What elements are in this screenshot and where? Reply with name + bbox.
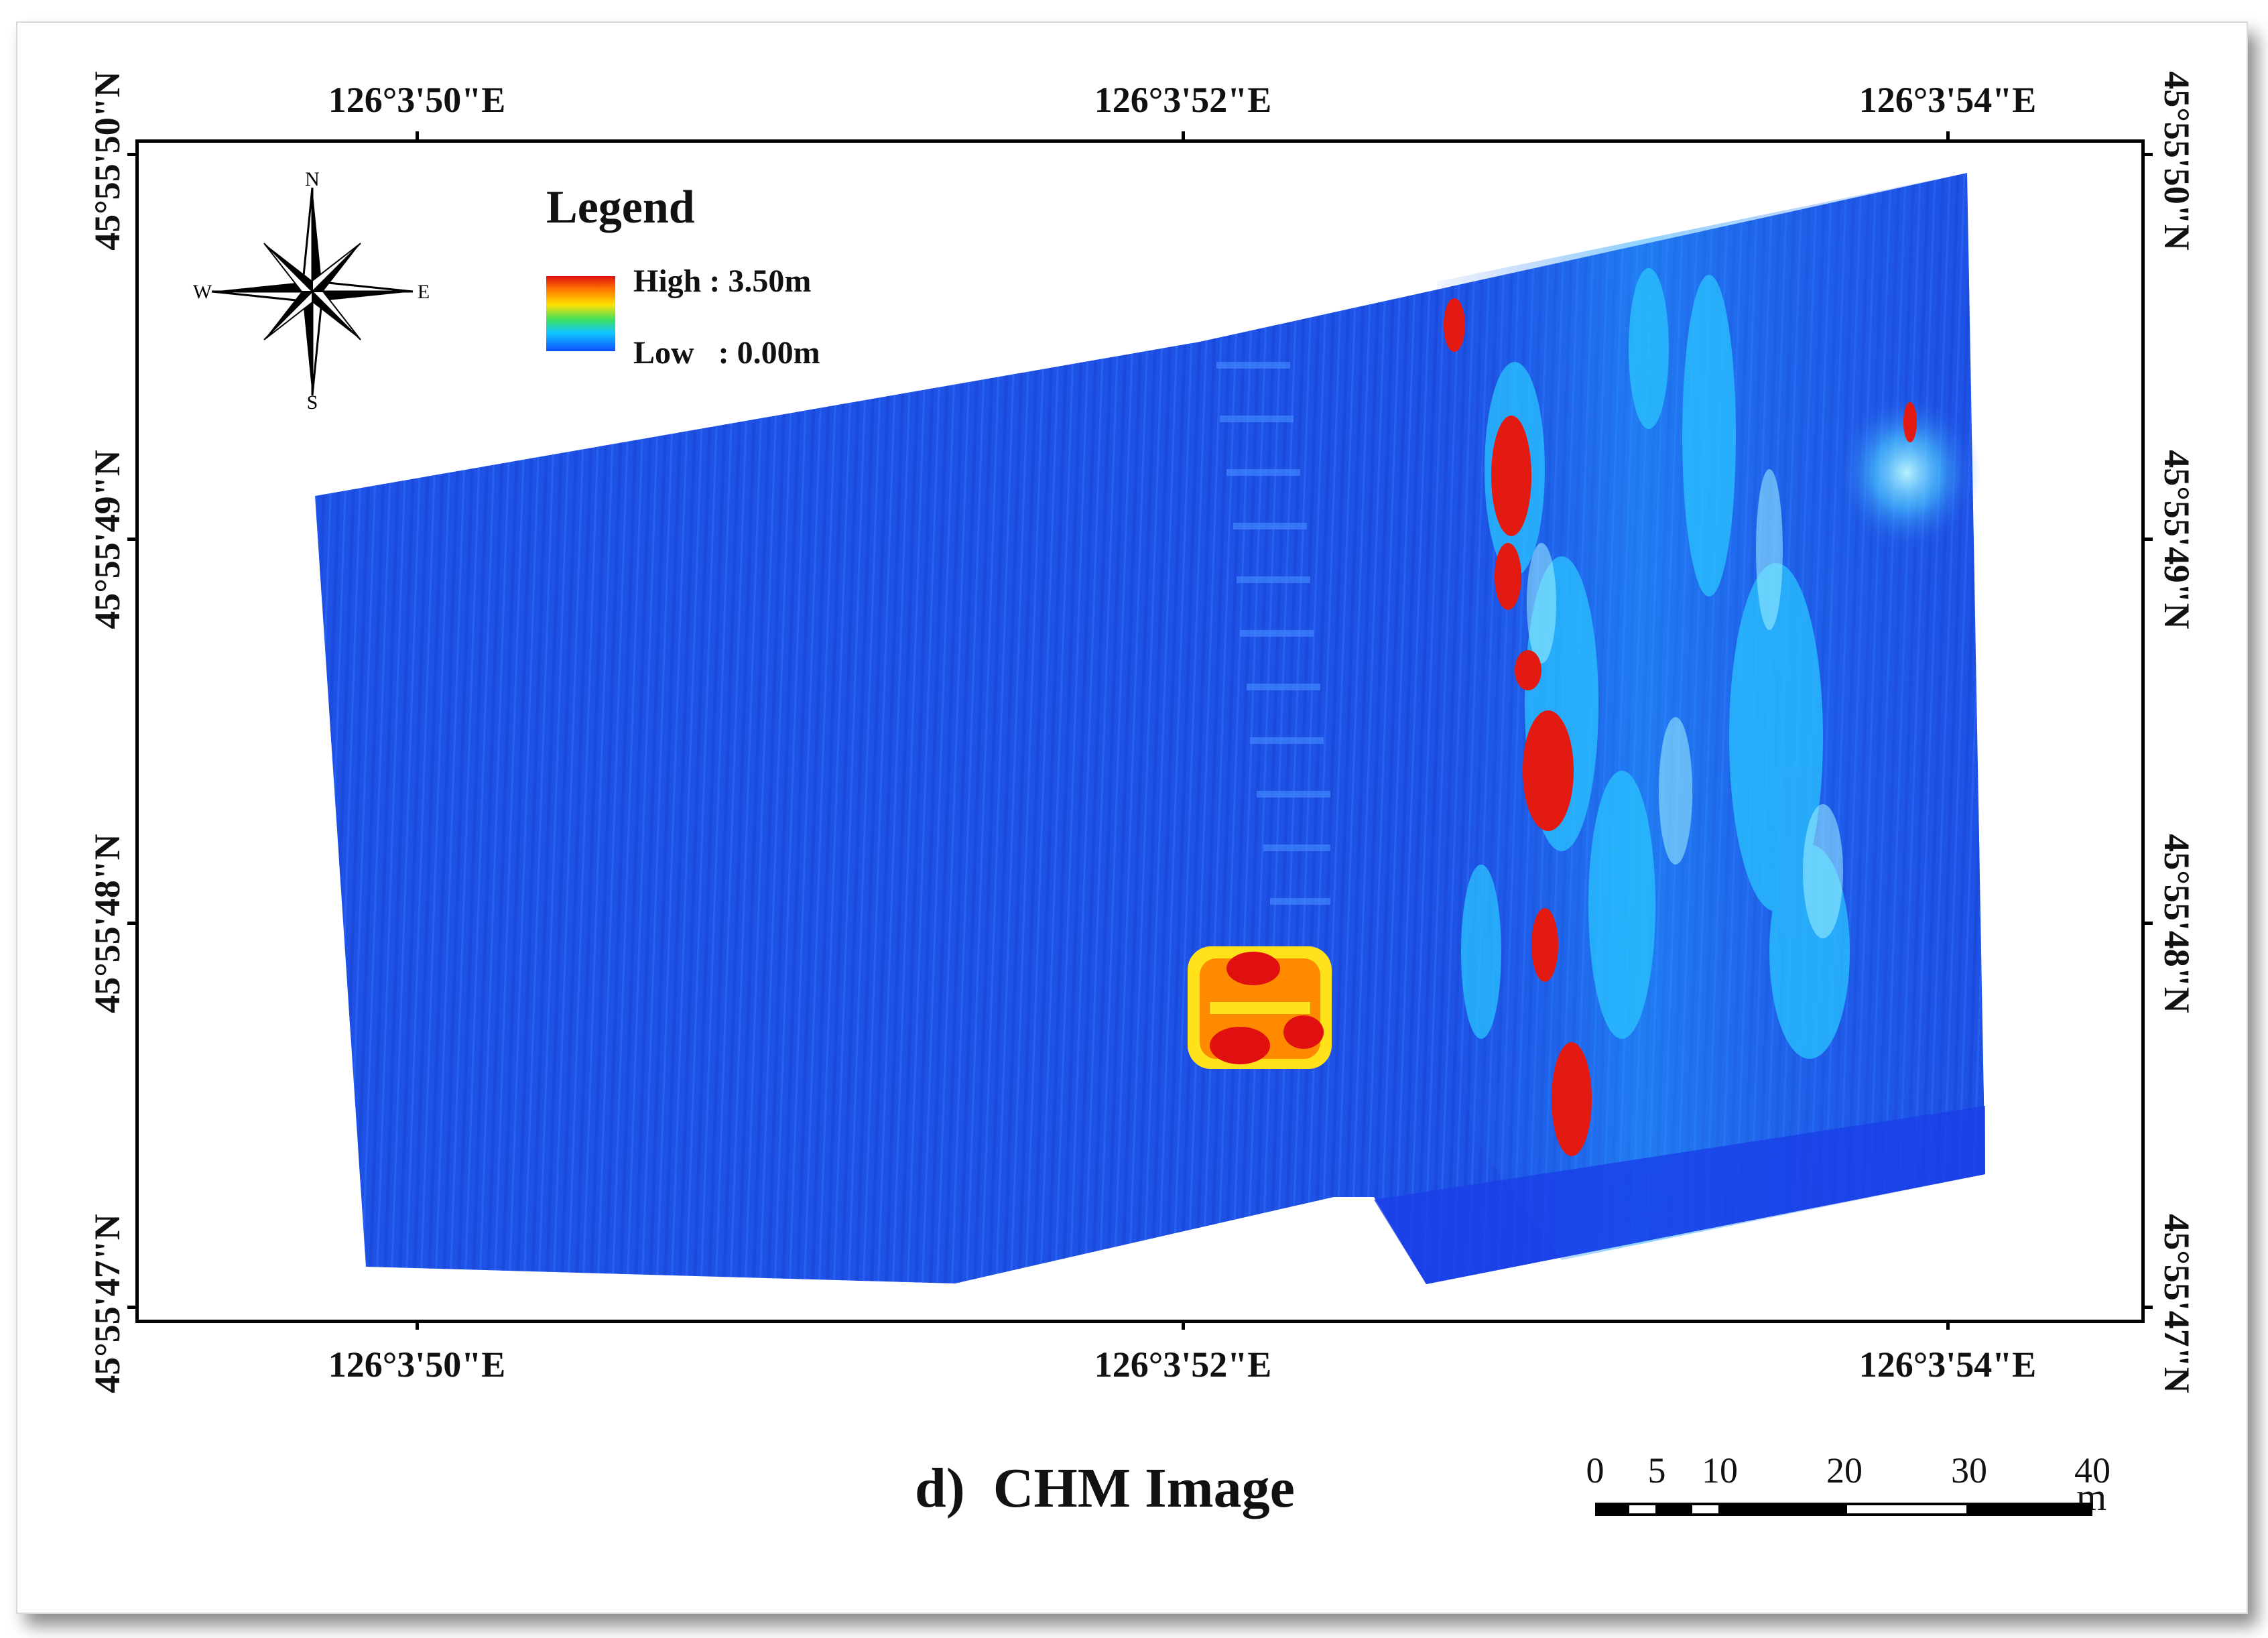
scale-segment (1595, 1503, 1627, 1516)
north-label: N (305, 171, 320, 190)
latitude-label-right: 45°55'47"N (2157, 1214, 2197, 1393)
longitude-label-top: 126°3'54"E (1858, 80, 2037, 120)
figure-title: d) CHM Image (915, 1457, 1295, 1519)
scale-segment (1720, 1503, 1844, 1516)
latitude-label-left: 45°55'50"N (87, 71, 127, 251)
latitude-label-left: 45°55'47"N (87, 1214, 127, 1393)
scale-segment (1627, 1503, 1658, 1516)
planting-marks (1216, 362, 1330, 905)
latitude-label-left: 45°55'49"N (87, 450, 127, 629)
east-label: E (418, 281, 430, 303)
scale-label: 20 (1826, 1450, 1863, 1491)
longitude-label-bottom: 126°3'50"E (328, 1344, 506, 1385)
legend-color-ramp (546, 276, 615, 351)
compass-rose-icon: N S E W (193, 171, 430, 412)
longitude-label-top: 126°3'52"E (1094, 80, 1272, 120)
scale-segment (1844, 1503, 1969, 1516)
scale-label: 30 (1951, 1450, 1987, 1491)
latitude-label-left: 45°55'48"N (87, 834, 127, 1013)
longitude-label-bottom: 126°3'54"E (1858, 1344, 2037, 1385)
latitude-label-right: 45°55'50"N (2157, 71, 2197, 251)
longitude-label-top: 126°3'50"E (328, 80, 506, 120)
scale-label: 0 (1586, 1450, 1604, 1491)
latitude-label-right: 45°55'49"N (2157, 450, 2197, 629)
map-frame (135, 139, 2145, 1323)
legend-title: Legend (546, 182, 695, 233)
south-label: S (307, 391, 318, 412)
west-label: W (193, 281, 212, 303)
scale-segment (1658, 1503, 1690, 1516)
canopy-patch (1188, 946, 1332, 1069)
scale-segment (1690, 1503, 1721, 1516)
scale-label: 10 (1702, 1450, 1738, 1491)
longitude-label-bottom: 126°3'52"E (1094, 1344, 1272, 1385)
scale-segment (1969, 1503, 2092, 1516)
scale-label: 5 (1647, 1450, 1666, 1491)
legend-high-label: High : 3.50m (633, 263, 812, 299)
latitude-label-right: 45°55'48"N (2157, 834, 2197, 1013)
high-canopy-streaks (1444, 298, 1917, 1156)
scale-label: 40 (2074, 1450, 2110, 1491)
legend-low-label: Low : 0.00m (633, 335, 820, 371)
